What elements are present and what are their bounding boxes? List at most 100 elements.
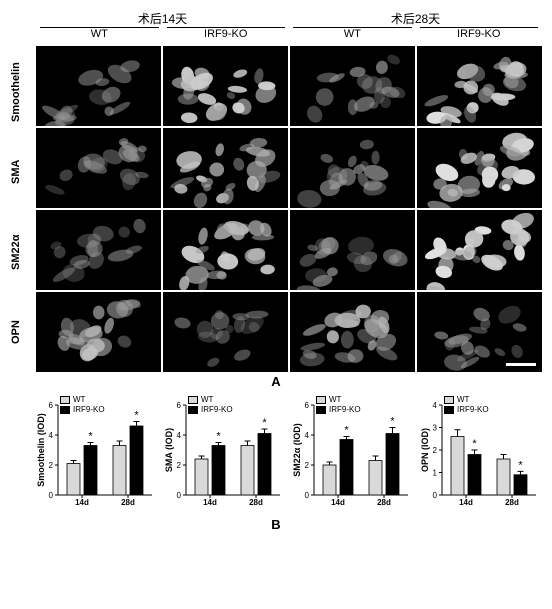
row-label-opn: OPN — [10, 292, 22, 372]
legend-swatch — [60, 406, 70, 414]
svg-text:*: * — [88, 431, 93, 443]
microscopy-image — [36, 292, 161, 372]
legend-label: IRF9-KO — [201, 405, 233, 415]
chart-legend: WT IRF9-KO — [60, 395, 105, 415]
microscopy-image — [163, 46, 288, 126]
microscopy-grid — [36, 46, 542, 372]
svg-text:14d: 14d — [203, 498, 217, 507]
legend-item-wt: WT — [444, 395, 489, 405]
svg-text:OPN (IOD): OPN (IOD) — [420, 428, 430, 472]
panel-a-label: A — [10, 374, 542, 389]
chart-legend: WT IRF9-KO — [188, 395, 233, 415]
svg-text:*: * — [216, 431, 221, 443]
svg-text:6: 6 — [177, 401, 182, 410]
svg-text:Smoothelin (IOD): Smoothelin (IOD) — [36, 413, 46, 487]
svg-text:14d: 14d — [75, 498, 89, 507]
microscopy-image — [417, 128, 542, 208]
microscopy-image — [417, 46, 542, 126]
microscopy-image — [163, 292, 288, 372]
legend-item-wt: WT — [188, 395, 233, 405]
legend-item-wt: WT — [60, 395, 105, 405]
day-header: 术后28天 — [289, 10, 542, 28]
svg-text:SMA (IOD): SMA (IOD) — [164, 428, 174, 472]
microscopy-image — [290, 128, 415, 208]
svg-text:SM22α (IOD): SM22α (IOD) — [292, 423, 302, 477]
svg-text:2: 2 — [49, 461, 54, 470]
svg-text:*: * — [262, 417, 267, 429]
svg-text:1: 1 — [433, 469, 438, 478]
legend-label: WT — [201, 395, 213, 405]
microscopy-image — [290, 46, 415, 126]
svg-text:6: 6 — [305, 401, 310, 410]
figure: SmoothelinSMASM22αOPN 术后14天术后28天 WTIRF9-… — [10, 10, 542, 538]
microscopy-image — [290, 210, 415, 290]
svg-text:14d: 14d — [331, 498, 345, 507]
legend-label: WT — [73, 395, 85, 405]
svg-text:*: * — [344, 425, 349, 437]
microscopy-image — [417, 210, 542, 290]
chart-legend: WT IRF9-KO — [444, 395, 489, 415]
microscopy-image — [36, 210, 161, 290]
legend-label: IRF9-KO — [73, 405, 105, 415]
legend-item-ko: IRF9-KO — [444, 405, 489, 415]
bar-chart: WT IRF9-KO 01234OPN (IOD)*14d*28d — [420, 395, 542, 515]
bar-chart: WT IRF9-KO 0 2 4 6Smoothelin (IOD) * 14d * 28d — [36, 395, 158, 515]
panel-a-headers: 术后14天术后28天 WTIRF9-KOWTIRF9-KO — [36, 10, 542, 46]
legend-item-ko: IRF9-KO — [188, 405, 233, 415]
microscopy-image — [36, 128, 161, 208]
row-label-sm22α: SM22α — [10, 212, 22, 292]
microscopy-image — [163, 210, 288, 290]
legend-swatch — [316, 396, 326, 404]
legend-item-wt: WT — [316, 395, 361, 405]
panel-a-images: 术后14天术后28天 WTIRF9-KOWTIRF9-KO — [36, 10, 542, 372]
genotype-header: WT — [36, 28, 163, 46]
svg-text:0: 0 — [433, 491, 438, 500]
bar-chart: WT IRF9-KO 0246SMA (IOD)*14d*28d — [164, 395, 286, 515]
svg-text:4: 4 — [305, 431, 310, 440]
svg-text:6: 6 — [49, 401, 54, 410]
svg-text:28d: 28d — [121, 498, 135, 507]
day-header: 术后14天 — [36, 10, 289, 28]
legend-label: WT — [329, 395, 341, 405]
legend-swatch — [316, 406, 326, 414]
svg-text:2: 2 — [433, 446, 438, 455]
row-label-sma: SMA — [10, 132, 22, 212]
legend-item-ko: IRF9-KO — [316, 405, 361, 415]
genotype-header: WT — [289, 28, 416, 46]
svg-text:2: 2 — [305, 461, 310, 470]
svg-text:*: * — [134, 410, 139, 422]
svg-text:*: * — [390, 416, 395, 428]
genotype-header-row: WTIRF9-KOWTIRF9-KO — [36, 28, 542, 46]
day-header-row: 术后14天术后28天 — [36, 10, 542, 28]
svg-text:28d: 28d — [377, 498, 391, 507]
row-label-spacer — [10, 16, 36, 52]
svg-text:4: 4 — [177, 431, 182, 440]
svg-text:4: 4 — [433, 401, 438, 410]
svg-text:4: 4 — [49, 431, 54, 440]
microscopy-image — [163, 128, 288, 208]
microscopy-image — [417, 292, 542, 372]
legend-swatch — [444, 396, 454, 404]
legend-swatch — [60, 396, 70, 404]
svg-text:28d: 28d — [505, 498, 519, 507]
legend-swatch — [188, 406, 198, 414]
panel-a-row-labels: SmoothelinSMASM22αOPN — [10, 10, 36, 372]
panel-b-label: B — [10, 517, 542, 532]
legend-swatch — [188, 396, 198, 404]
legend-label: IRF9-KO — [457, 405, 489, 415]
microscopy-image — [36, 46, 161, 126]
svg-text:*: * — [472, 438, 477, 450]
genotype-header: IRF9-KO — [163, 28, 290, 46]
panel-b: WT IRF9-KO 0246Smoothelin (IOD)*14d*28d … — [36, 395, 542, 515]
microscopy-image — [290, 292, 415, 372]
chart-legend: WT IRF9-KO — [316, 395, 361, 415]
svg-text:0: 0 — [305, 491, 310, 500]
scale-bar — [506, 363, 536, 366]
svg-text:14d: 14d — [459, 498, 473, 507]
svg-text:*: * — [518, 459, 523, 471]
svg-text:0: 0 — [49, 491, 54, 500]
legend-swatch — [444, 406, 454, 414]
svg-text:0: 0 — [177, 491, 182, 500]
bar-chart: WT IRF9-KO 0 2 4 6 SM22α (IOD) * 14d * 28d — [292, 395, 414, 515]
legend-label: IRF9-KO — [329, 405, 361, 415]
